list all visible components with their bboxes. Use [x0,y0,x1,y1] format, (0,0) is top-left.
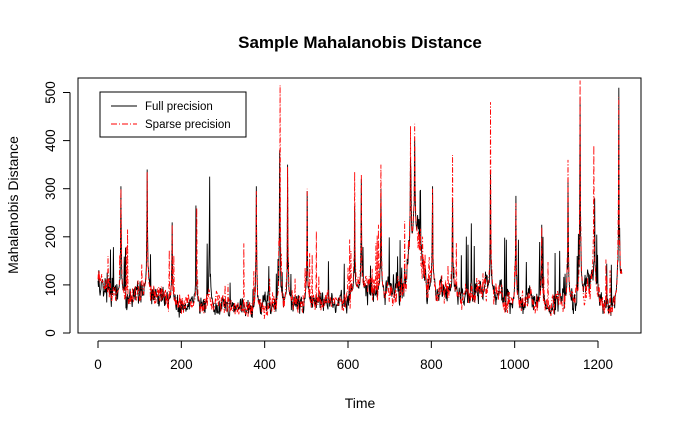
plot-frame [77,77,642,334]
y-tick-label-200: 200 [43,226,58,249]
x-tick-label-400: 400 [253,357,276,372]
legend: Full precision Sparse precision [99,91,247,138]
x-tick-label-200: 200 [170,357,193,372]
x-axis-label: Time [345,395,376,411]
y-axis-label: Mahalanobis Distance [5,136,21,274]
y-tick-label-500: 500 [43,81,58,104]
y-tick-label-0: 0 [43,329,58,337]
y-tick-label-400: 400 [43,129,58,152]
x-tick-label-0: 0 [94,357,102,372]
chart-title: Sample Mahalanobis Distance [238,33,482,52]
x-tick-label-1200: 1200 [583,357,613,372]
plot-area [77,77,642,334]
y-axis: 0 100 200 300 400 500 [43,81,71,337]
y-tick-label-100: 100 [43,274,58,297]
x-tick-label-600: 600 [337,357,360,372]
x-tick-label-800: 800 [420,357,443,372]
x-axis: 0 200 400 600 800 1000 1200 [94,340,613,372]
series-line-sparse-precision [97,80,623,319]
legend-label-sparse: Sparse precision [145,119,231,131]
legend-label-full: Full precision [145,101,213,113]
x-tick-label-1000: 1000 [500,357,530,372]
y-tick-label-300: 300 [43,177,58,200]
series-group [97,80,623,319]
legend-box [99,91,247,138]
